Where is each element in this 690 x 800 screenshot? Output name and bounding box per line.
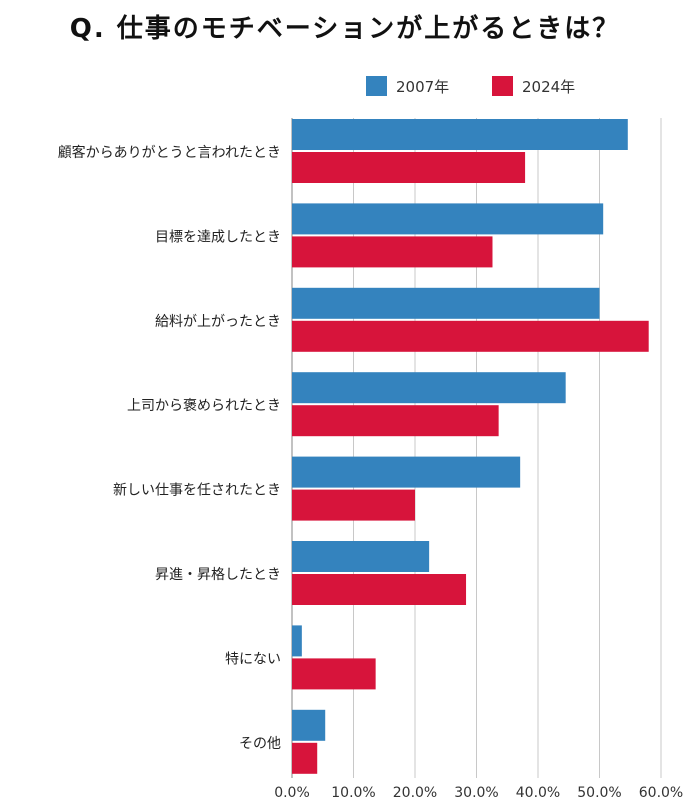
- x-tick-label: 30.0%: [454, 785, 498, 800]
- bar-series-2: [292, 574, 467, 605]
- legend-label: 2007年: [396, 78, 449, 96]
- bar-series-1: [292, 203, 604, 235]
- bar-series-2: [292, 658, 376, 690]
- x-axis-ticks: 0.0% 10.0% 20.0% 30.0% 40.0% 50.0% 60.0%: [274, 785, 683, 800]
- bar-series-1: [292, 372, 566, 404]
- bar-series-1: [292, 456, 521, 488]
- legend-swatch: [366, 76, 387, 96]
- category-label: 新しい仕事を任されたとき: [113, 483, 281, 499]
- x-tick-label: 40.0%: [516, 785, 560, 800]
- x-tick-label: 50.0%: [577, 785, 621, 800]
- bar-series-1: [292, 625, 302, 657]
- x-tick-label: 60.0%: [639, 785, 683, 800]
- category-label: 給料が上がったとき: [155, 314, 281, 330]
- category-label: 目標を達成したとき: [155, 229, 281, 245]
- bar-series-2: [292, 236, 493, 268]
- bar-series-2: [292, 489, 415, 521]
- bar-series-2: [292, 405, 499, 437]
- bar-series-2: [292, 742, 318, 774]
- category-label: 上司から褒められたとき: [127, 398, 281, 414]
- bar-series-2: [292, 152, 526, 183]
- category-label: その他: [239, 736, 281, 752]
- legend-label: 2024年: [522, 78, 575, 96]
- bar-series-1: [292, 709, 326, 741]
- category-labels: 顧客からありがとうと言われたとき目標を達成したとき給料が上がったとき上司から褒め…: [58, 144, 281, 752]
- bar-series-2: [292, 320, 649, 352]
- bar-series-1: [292, 541, 430, 572]
- x-tick-label: 0.0%: [274, 785, 310, 800]
- x-tick-label: 20.0%: [393, 785, 437, 800]
- bar-series-1: [292, 119, 628, 150]
- category-label: 昇進・昇格したとき: [155, 567, 281, 583]
- chart-title: Q. 仕事のモチベーションが上がるときは？: [69, 14, 621, 44]
- bar-series-1: [292, 287, 600, 319]
- legend: 2007年 2024年: [366, 76, 575, 96]
- bars: [292, 119, 649, 774]
- legend-swatch: [492, 76, 513, 96]
- category-label: 顧客からありがとうと言われたとき: [58, 144, 281, 161]
- x-tick-label: 10.0%: [331, 785, 375, 800]
- category-label: 特にない: [225, 651, 281, 667]
